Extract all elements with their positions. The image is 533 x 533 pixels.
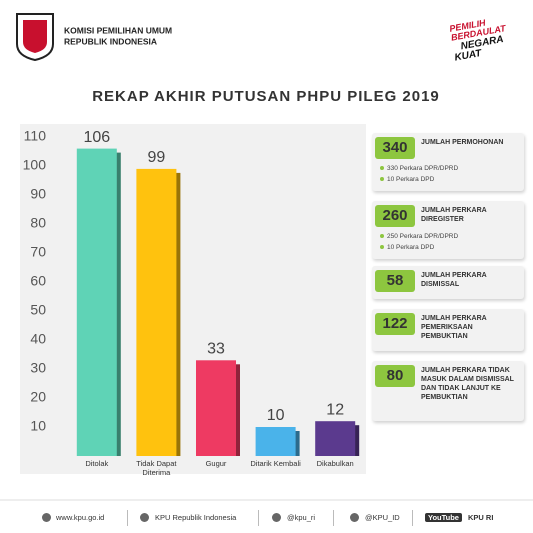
chart-panel (20, 124, 366, 474)
y-tick-label: 70 (30, 244, 46, 260)
footer-icon (272, 513, 281, 522)
bar (196, 360, 236, 456)
summary-item: 250 Perkara DPR/DPRD (380, 233, 458, 240)
value-label: 106 (83, 129, 110, 146)
footer-separator (412, 510, 413, 526)
y-tick-label: 90 (30, 186, 46, 202)
x-tick-label: Gugur (205, 459, 227, 468)
bar (136, 168, 177, 456)
slogan: PEMILIH BERDAULAT NEGARA KUAT (449, 18, 508, 64)
summary-label: JUMLAH PERKARA TIDAK MASUK DALAM DISMISS… (421, 367, 514, 401)
y-tick-label: 20 (30, 389, 46, 405)
footer-separator (258, 510, 259, 526)
summary-number: 122 (375, 313, 415, 335)
summary-label: JUMLAH PERMOHONAN (421, 139, 504, 146)
bar (76, 148, 117, 456)
y-tick-label: 100 (23, 157, 47, 173)
summary-label: JUMLAH PERKARA DIREGISTER (421, 207, 487, 223)
footer-separator (127, 510, 128, 526)
org-name: KOMISI PEMILIHAN UMUM (64, 25, 172, 35)
chart-title: REKAP AKHIR PUTUSAN PHPU PILEG 2019 (92, 88, 440, 105)
footer-text: @KPU_ID (365, 513, 400, 522)
footer-text: @kpu_ri (287, 513, 316, 522)
y-tick-label: 10 (30, 418, 46, 434)
summary-item: 10 Perkara DPD (380, 244, 434, 251)
summary-card: 58 JUMLAH PERKARA DISMISSAL (372, 266, 524, 299)
x-tick-label: Ditarik Kembali (250, 459, 301, 468)
value-label: 99 (148, 149, 166, 166)
y-tick-label: 110 (24, 128, 47, 144)
footer-text: www.kpu.go.id (56, 513, 105, 522)
value-label: 33 (207, 341, 225, 358)
summary-card: 340 JUMLAH PERMOHONAN 330 Perkara DPR/DPRD… (372, 133, 524, 191)
summary-card: 122 JUMLAH PERKARA PEMERIKSAAN PEMBUKTIAN (372, 309, 524, 351)
logo-inner (23, 20, 47, 53)
slogan-line: KUAT (454, 48, 483, 64)
summary-label: JUMLAH PERKARA PEMERIKSAAN PEMBUKTIAN (421, 315, 487, 340)
y-tick-label: 80 (30, 215, 46, 231)
summary-number: 260 (375, 205, 415, 227)
x-tick-label: Dikabulkan (316, 459, 354, 468)
summary-item: 330 Perkara DPR/DPRD (380, 165, 458, 172)
y-tick-label: 40 (30, 331, 46, 347)
footer-separator (333, 510, 334, 526)
footer-icon (42, 513, 51, 522)
footer-text: KPU RI (468, 513, 494, 522)
x-tick-label: Tidak Dapat Diterima (136, 459, 177, 477)
youtube-logo: YouTube (425, 513, 462, 522)
footer-icon (140, 513, 149, 522)
summary-number: 58 (375, 270, 415, 292)
y-tick-label: 30 (30, 360, 46, 376)
y-tick-label: 50 (30, 302, 46, 318)
summary-number: 80 (375, 365, 415, 387)
summary-label: JUMLAH PERKARA DISMISSAL (421, 272, 487, 288)
summary-card: 260 JUMLAH PERKARA DIREGISTER 250 Perkara … (372, 201, 524, 259)
x-tick-label: Ditolak (85, 459, 109, 468)
summary-card: 80 JUMLAH PERKARA TIDAK MASUK DALAM DISMI… (372, 361, 524, 421)
bar (255, 427, 296, 456)
y-tick-label: 60 (30, 273, 46, 289)
bar (315, 421, 356, 456)
value-label: 12 (326, 401, 344, 418)
footer-icon (350, 513, 359, 522)
summary-number: 340 (375, 137, 415, 159)
footer-text: KPU Republik Indonesia (155, 513, 237, 522)
value-label: 10 (267, 407, 285, 424)
org-name: REPUBLIK INDONESIA (64, 36, 157, 46)
summary-item: 10 Perkara DPD (380, 176, 434, 183)
